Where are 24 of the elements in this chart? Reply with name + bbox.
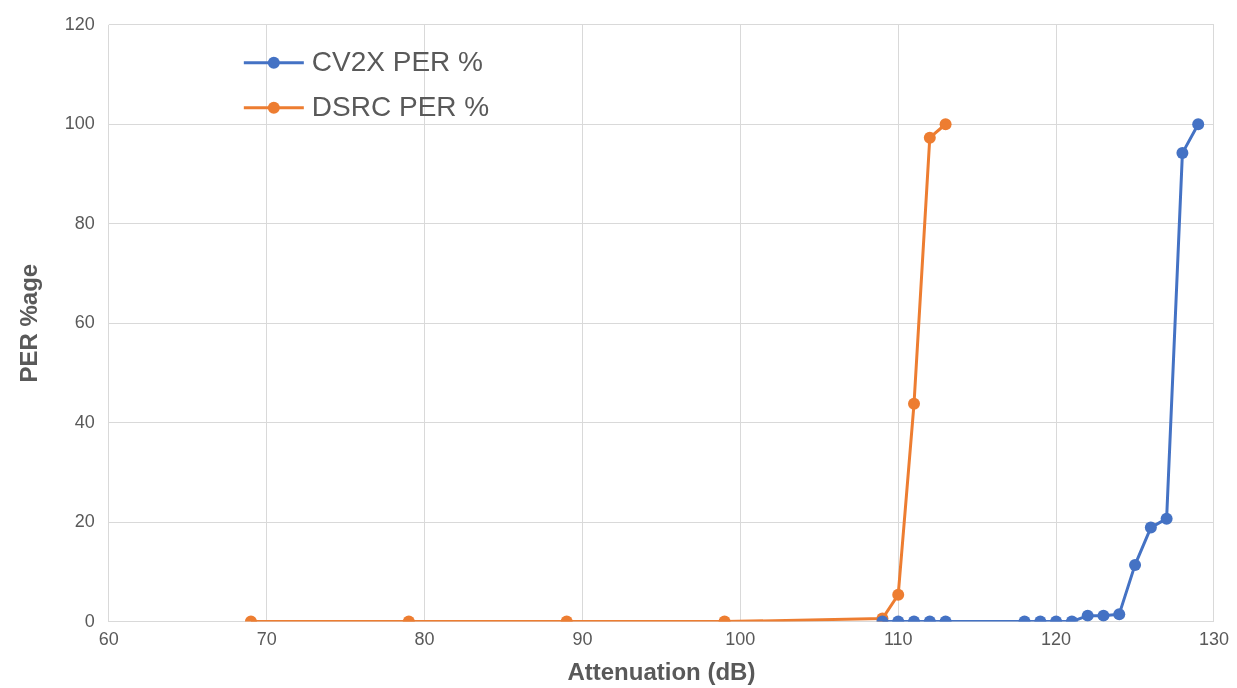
- x-tick-label: 90: [572, 629, 593, 650]
- x-tick-label: 120: [1041, 629, 1072, 650]
- x-tick-label: 80: [414, 629, 435, 650]
- legend-label: DSRC PER %: [311, 90, 490, 122]
- y-tick-label: 120: [64, 13, 95, 34]
- point: [923, 131, 936, 144]
- y-axis-title: PER %age: [15, 263, 43, 383]
- y-tick-label: 20: [74, 511, 95, 532]
- x-tick-label: 110: [883, 629, 913, 650]
- y-tick-label: 60: [74, 312, 95, 333]
- y-tick-label: 0: [84, 610, 95, 631]
- y-tick-label: 40: [74, 411, 95, 432]
- point: [908, 397, 921, 410]
- point: [939, 118, 952, 131]
- legend-label: CV2X PER %: [311, 45, 483, 77]
- y-tick-label: 80: [74, 212, 95, 233]
- point: [1192, 118, 1205, 131]
- x-tick-label: 60: [98, 629, 119, 650]
- x-axis-title: Attenuation (dB): [567, 658, 756, 686]
- y-tick-label: 100: [64, 113, 95, 134]
- point: [1176, 147, 1189, 160]
- x-tick-label: 100: [725, 629, 756, 650]
- x-tick-label: 70: [256, 629, 277, 650]
- x-tick-label: 130: [1198, 629, 1230, 650]
